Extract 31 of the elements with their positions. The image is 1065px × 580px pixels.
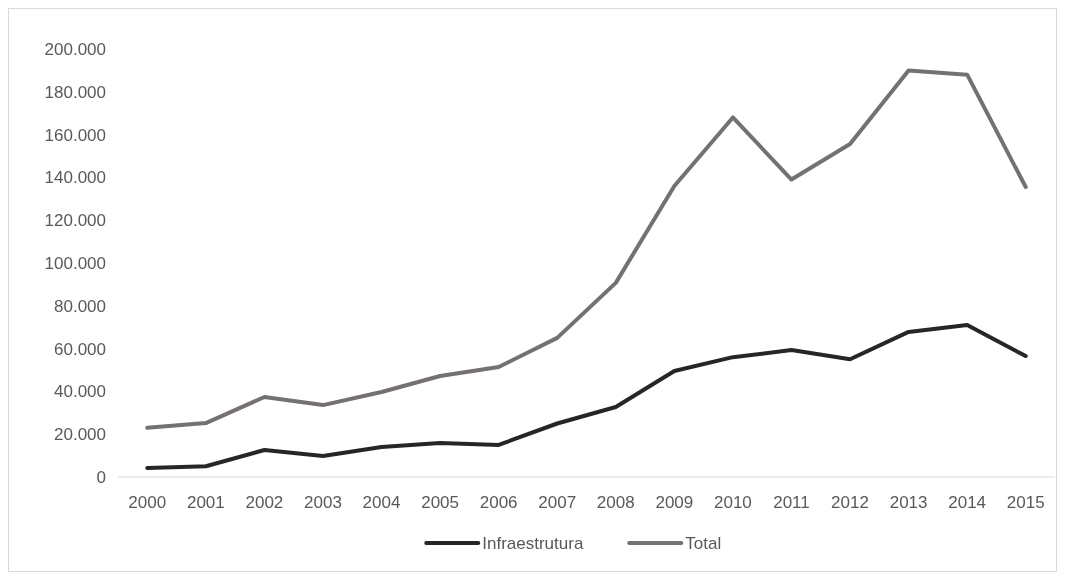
y-tick-label: 120.000: [44, 211, 106, 231]
x-tick-label: 2011: [773, 493, 810, 512]
x-tick-label: 2008: [596, 493, 635, 512]
x-tick-label: 2015: [1006, 493, 1045, 512]
y-tick-label: 80.000: [54, 296, 106, 316]
x-tick-label: 2001: [186, 493, 225, 512]
line-series: [145, 68, 1028, 430]
y-tick-label: 160.000: [44, 125, 106, 145]
x-tick-label: 2013: [889, 493, 928, 512]
x-tick-label: 2002: [245, 493, 284, 512]
y-tick-label: 140.000: [44, 168, 106, 188]
y-tick-label: 40.000: [54, 382, 106, 402]
x-tick-label: 2005: [421, 493, 460, 512]
y-tick-label: 0: [96, 467, 106, 487]
y-tick-label: 200.000: [44, 39, 106, 59]
legend-label: Total: [685, 533, 722, 553]
y-tick-label: 100.000: [44, 253, 106, 273]
legend-label: Infraestrutura: [482, 533, 584, 553]
y-tick-label: 20.000: [54, 425, 106, 445]
x-tick-label: 2010: [713, 493, 752, 512]
x-tick-label: 2006: [479, 493, 518, 512]
line-series: [145, 323, 1028, 471]
y-tick-label: 60.000: [54, 339, 106, 359]
x-tick-label: 2004: [362, 493, 401, 512]
y-tick-label: 180.000: [44, 82, 106, 102]
x-tick-label: 2009: [655, 493, 694, 512]
x-tick-label: 2014: [948, 493, 987, 512]
x-tick-label: 2000: [128, 493, 167, 512]
x-tick-label: 2003: [304, 493, 342, 512]
x-tick-label: 2012: [831, 493, 869, 512]
x-tick-label: 2007: [538, 493, 577, 512]
